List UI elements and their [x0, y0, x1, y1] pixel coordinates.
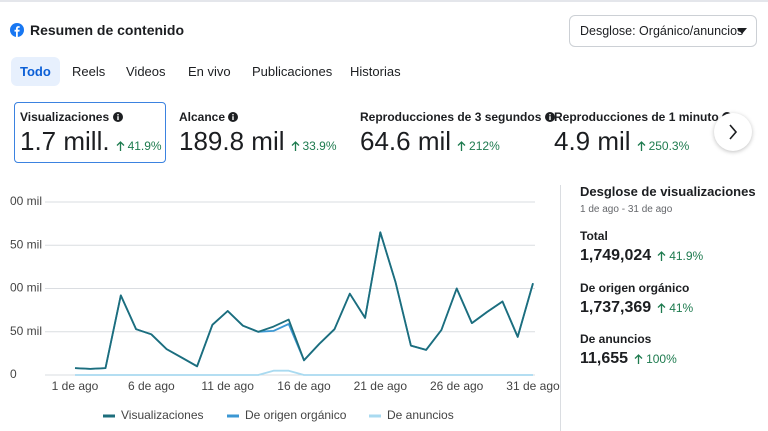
- caret: [737, 28, 747, 34]
- up-arrow: [116, 141, 125, 151]
- metric-label: Reproducciones de 1 minuto: [554, 110, 733, 124]
- metric-label-text: Visualizaciones: [20, 110, 110, 124]
- metric-label: Alcance: [179, 110, 239, 124]
- metric-row: 189.8 mil 33.9%: [179, 126, 337, 157]
- breakdown-label: De origen orgánico: [580, 281, 690, 295]
- metric-row: 64.6 mil 212%: [360, 126, 500, 157]
- y-tick-label: 0: [10, 367, 17, 381]
- x-tick-label: 21 de ago: [354, 379, 408, 393]
- breakdown-label: De anuncios: [580, 332, 652, 346]
- breakdown-date: 1 de ago - 31 de ago: [580, 204, 673, 215]
- metric-label-text: Alcance: [179, 110, 226, 124]
- breakdown-value: 1,737,369: [580, 299, 652, 316]
- change-value: 41%: [669, 301, 694, 315]
- metric-value: 64.6 mil: [360, 126, 452, 156]
- y-tick-label: 00 mil: [10, 194, 42, 208]
- info-icon: [228, 112, 239, 122]
- divider: [560, 185, 561, 431]
- breakdown-value: 11,655: [580, 350, 629, 367]
- metric-row: 4.9 mil 250.3%: [554, 126, 689, 157]
- series-line: [75, 369, 533, 376]
- legend-label: De origen orgánico: [245, 408, 347, 422]
- tab[interactable]: Publicaciones: [252, 64, 333, 79]
- breakdown-value: 1,749,024: [580, 247, 652, 264]
- up-arrow: [457, 141, 466, 151]
- breakdown-row: 1,737,369 41%: [580, 299, 693, 317]
- tab[interactable]: Historias: [350, 64, 401, 79]
- change: 41.9%: [657, 249, 703, 263]
- metric-value: 1.7 mill.: [20, 126, 110, 156]
- y-tick-label: 00 mil: [10, 281, 42, 295]
- change: 100%: [634, 352, 677, 366]
- x-tick-label: 31 de ago: [506, 379, 560, 393]
- x-tick-label: 1 de ago: [52, 379, 99, 393]
- up-arrow: [291, 141, 299, 151]
- facebook-icon: [10, 23, 24, 37]
- change-value: 33.9%: [302, 139, 337, 153]
- up-arrow: [657, 303, 666, 313]
- legend-label: Visualizaciones: [121, 408, 204, 422]
- y-tick-label: 50 mil: [10, 237, 42, 251]
- x-tick-label: 6 de ago: [128, 379, 175, 393]
- x-tick-label: 11 de ago: [201, 379, 254, 393]
- metric-row: 1.7 mill. 41.9%: [20, 126, 162, 157]
- metric-label-text: Reproducciones de 3 segundos: [360, 110, 542, 124]
- title: Resumen de contenido: [30, 22, 185, 38]
- change-value: 250.3%: [648, 139, 690, 153]
- breakdown-row: 1,749,024 41.9%: [580, 247, 703, 265]
- up-arrow: [637, 141, 646, 151]
- change: 41.9%: [116, 139, 162, 153]
- x-tick-label: 16 de ago: [277, 379, 331, 393]
- series-line: [74, 231, 534, 370]
- change-value: 212%: [469, 139, 500, 153]
- tab[interactable]: Todo: [11, 57, 60, 86]
- metric-label: Visualizaciones: [20, 110, 123, 124]
- tab[interactable]: En vivo: [188, 64, 231, 79]
- change: 212%: [457, 139, 500, 153]
- tab[interactable]: Videos: [126, 64, 166, 79]
- info-icon: [544, 112, 555, 122]
- legend-label: De anuncios: [387, 408, 454, 422]
- x-tick-label: 26 de ago: [430, 379, 484, 393]
- metric-value: 189.8 mil: [179, 126, 285, 156]
- breakdown-label: Total: [580, 229, 608, 243]
- chevron: [729, 124, 738, 140]
- breakdown-title: Desglose de visualizaciones: [580, 184, 756, 199]
- chart: 0 50 mil 00 mil 50 mil 00 mil 1 de ago 6 de ag…: [10, 194, 560, 422]
- dropdown[interactable]: Desglose: Orgánico/anuncios: [569, 15, 757, 47]
- dropdown-label: Desglose: Orgánico/anuncios: [580, 24, 744, 38]
- up-arrow: [657, 251, 666, 261]
- metric-value: 4.9 mil: [554, 126, 631, 156]
- metric-label-text: Reproducciones de 1 minuto: [554, 110, 719, 124]
- tab[interactable]: Reels: [72, 64, 106, 79]
- up-arrow: [634, 354, 643, 364]
- change-value: 41.9%: [669, 249, 704, 263]
- series-line: [74, 231, 534, 370]
- y-tick-label: 50 mil: [10, 324, 42, 338]
- metric-label: Reproducciones de 3 segundos: [360, 110, 555, 124]
- change: 33.9%: [291, 139, 337, 153]
- change-value: 41.9%: [127, 139, 162, 153]
- change: 41%: [657, 301, 693, 315]
- selected-card[interactable]: [14, 102, 166, 163]
- info-icon: [112, 112, 123, 122]
- top-border: [0, 0, 768, 2]
- breakdown-row: 11,655 100%: [580, 350, 677, 368]
- next-button[interactable]: [714, 113, 752, 151]
- change: 250.3%: [637, 139, 690, 153]
- change-value: 100%: [646, 352, 677, 366]
